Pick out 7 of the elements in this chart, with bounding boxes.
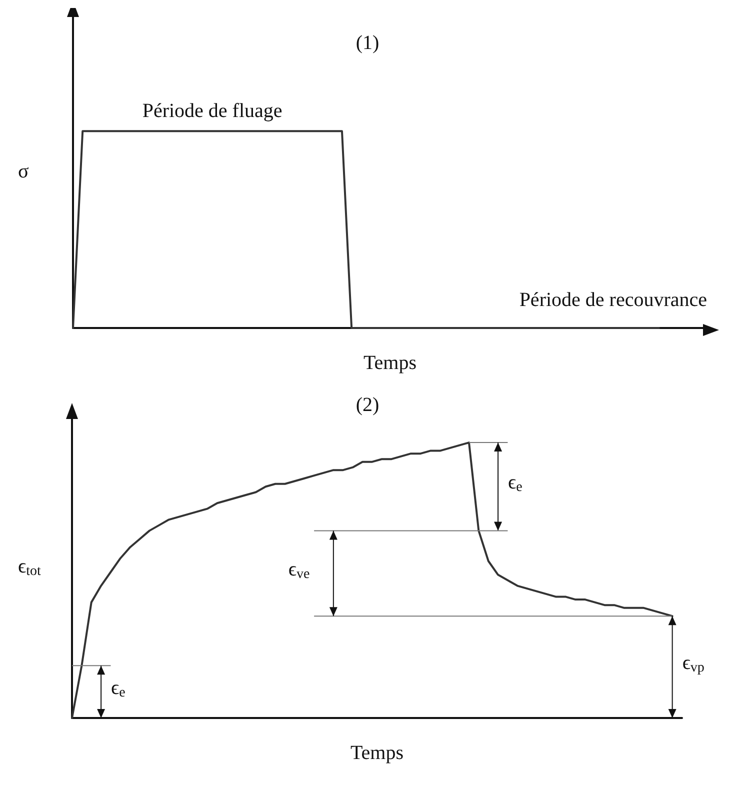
x-axis-title: Temps: [350, 742, 404, 764]
text: Période de fluage: [142, 100, 282, 122]
x-axis-title: Temps: [363, 352, 417, 374]
y-axis-title: σ: [18, 160, 29, 182]
chart-title: (1): [356, 32, 380, 54]
annotation: Période de recouvrance: [519, 289, 708, 311]
chart-title: (2): [356, 394, 380, 416]
